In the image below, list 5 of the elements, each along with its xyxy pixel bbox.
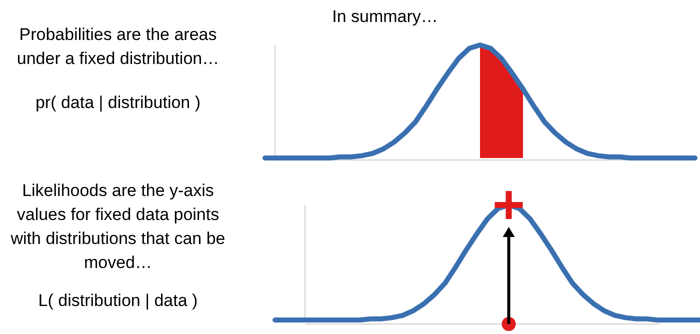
- text: pr( data | distribution ): [35, 93, 201, 112]
- text: Probabilities are the areas under a fixed distribution…: [16, 25, 220, 68]
- text: L( distribution | data ): [38, 291, 198, 310]
- chart-title: In summary…: [332, 7, 438, 26]
- text: Likelihoods are the y-axis values for fixed data points with distributions that can be moved…: [10, 181, 226, 272]
